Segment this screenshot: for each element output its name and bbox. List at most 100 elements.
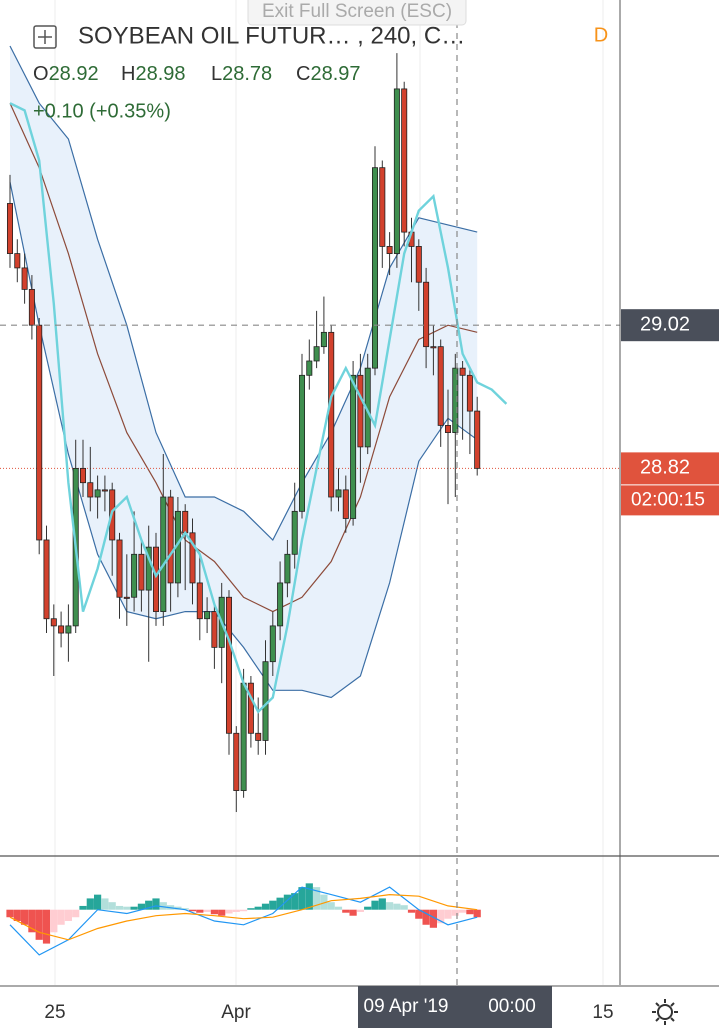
candle-body (58, 625, 65, 634)
candle-body (116, 539, 123, 598)
ohlc-low: L28.78 (211, 63, 272, 85)
histogram-bar (386, 902, 394, 910)
crosshair-time-box (358, 986, 552, 1028)
candle-body (94, 489, 101, 498)
candle-body (371, 167, 378, 369)
histogram-bar (261, 903, 270, 910)
ohlc-value: 28.78 (222, 63, 272, 85)
symbol-add-button[interactable] (33, 25, 57, 49)
candle-body (474, 410, 481, 469)
gear-tooth[interactable] (655, 1002, 660, 1007)
histogram-bar (378, 898, 386, 910)
histogram-bar (334, 906, 343, 910)
crosshair-time: 00:00 (488, 996, 536, 1017)
histogram-bar (451, 909, 459, 916)
histogram-bar (232, 909, 240, 912)
histogram-bar (313, 887, 321, 910)
histogram-bar (188, 909, 197, 912)
crosshair-date: 09 Apr '19 (364, 996, 449, 1017)
histogram-bar (115, 905, 124, 910)
candle-body (225, 596, 232, 734)
histogram-bar (152, 898, 160, 910)
gear-tooth[interactable] (670, 1017, 675, 1022)
histogram-bar (94, 894, 102, 910)
histogram-bar (254, 906, 262, 910)
histogram-bar (291, 893, 299, 910)
histogram-bar (283, 894, 291, 910)
histogram-bar (203, 909, 211, 912)
histogram-bar (130, 906, 138, 910)
histogram-bar (79, 905, 87, 910)
candle-body (43, 539, 50, 620)
histogram-bar (342, 909, 350, 913)
histogram-bar (400, 905, 408, 910)
histogram-bar (407, 909, 416, 913)
histogram-bar (13, 909, 21, 921)
candle-body (430, 346, 437, 349)
gear-tooth[interactable] (655, 1017, 660, 1022)
candle-body (189, 532, 196, 584)
candle-body (14, 253, 21, 269)
labels-layer: 29.02 28.82 02:00:15 (621, 309, 719, 516)
symbol-title[interactable]: SOYBEAN OIL FUTUR… , 240, C… (78, 22, 465, 49)
price-change: +0.10 (+0.35%) (33, 100, 171, 122)
candle-body (255, 732, 262, 741)
candle-body (145, 546, 152, 591)
histogram-bar (123, 906, 131, 910)
candle-body (298, 374, 305, 512)
crosshair-price-label: 29.02 (640, 313, 690, 335)
countdown-box (621, 485, 719, 516)
candle-body (320, 331, 327, 348)
candle-body (379, 167, 386, 247)
candle-body (291, 510, 298, 555)
gear-ring[interactable] (657, 1004, 673, 1020)
ohlc-key: L (211, 63, 222, 85)
histogram-bar (305, 883, 313, 910)
candle-body (240, 682, 247, 791)
ohlc-value: 28.97 (310, 63, 360, 85)
x-tick-label: 25 (44, 1002, 65, 1023)
histogram-bar (28, 909, 36, 933)
candle-body (401, 88, 408, 233)
candle-body (335, 489, 342, 498)
exit-fullscreen-label[interactable]: Exit Full Screen (ESC) (262, 1, 452, 22)
histogram-bar (349, 909, 357, 916)
candle-body (284, 553, 291, 584)
candle-body (262, 661, 269, 741)
gear-tooth[interactable] (670, 1002, 675, 1007)
candle-body (415, 246, 422, 283)
candle-body (466, 374, 473, 412)
ohlc-open: O28.92 (33, 63, 99, 85)
last-price-box (621, 452, 719, 485)
settings-button[interactable] (652, 999, 678, 1025)
ohlc-value: 28.98 (135, 63, 185, 85)
histogram-bar (422, 909, 430, 925)
band-fill (10, 45, 478, 698)
candle-body (350, 374, 357, 519)
histogram-bar (181, 908, 189, 910)
candle-body (357, 374, 364, 448)
histogram-bar (210, 909, 218, 915)
exit-fullscreen-button[interactable] (247, 0, 467, 26)
candle-body (423, 281, 430, 348)
histogram-bar (247, 908, 255, 910)
ohlc-value: 28.92 (49, 63, 99, 85)
histogram-bar (415, 909, 423, 919)
ohlc-high: H28.98 (121, 63, 186, 85)
add-icon-box[interactable] (33, 25, 57, 49)
histogram-bar (6, 909, 14, 918)
histogram-bar (145, 900, 153, 910)
candle-body (247, 682, 254, 734)
candle-body (152, 546, 159, 612)
histogram-bar (298, 887, 306, 910)
candle-body (269, 625, 276, 663)
histogram-bar (320, 894, 328, 910)
candle-body (182, 510, 189, 534)
histogram-bar (21, 909, 29, 925)
histogram-bar (466, 909, 474, 915)
candle-body (167, 496, 174, 584)
candle-body (386, 246, 393, 254)
histogram-bar (269, 900, 277, 910)
